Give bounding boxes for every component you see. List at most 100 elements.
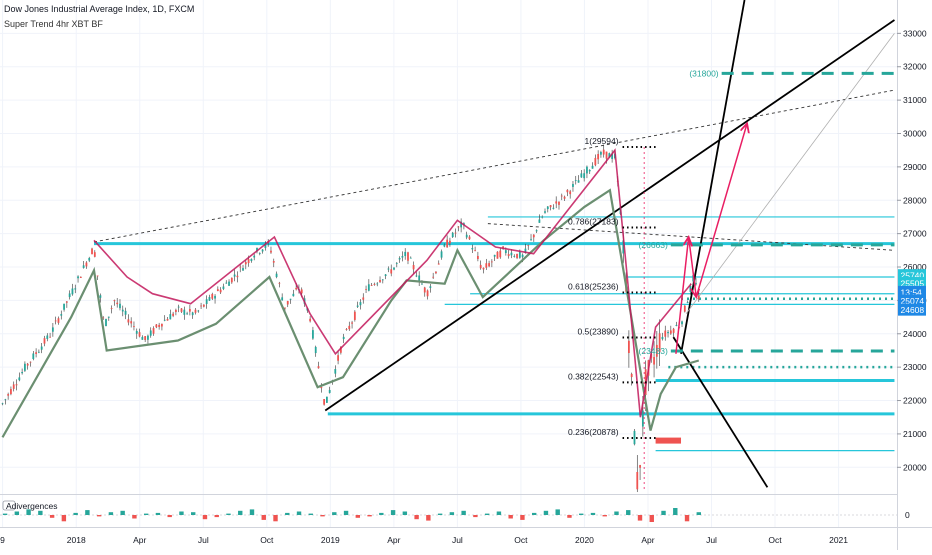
candle-body	[169, 314, 172, 320]
red-marker	[655, 437, 682, 444]
y-tick-label: 22000	[903, 396, 927, 406]
candle-body	[284, 307, 286, 309]
fib-level-label: 0.786(27183)	[568, 217, 619, 227]
y-tick-label: 20000	[903, 462, 927, 472]
divergence-bar	[426, 515, 431, 521]
divergence-bar	[379, 512, 384, 515]
candle-body	[216, 289, 219, 291]
divergence-bar	[238, 510, 243, 515]
candle-body	[202, 304, 205, 307]
candle-body	[166, 319, 169, 321]
x-tick-label: 2019	[321, 535, 340, 545]
candle-body	[110, 308, 113, 309]
projection-arrow	[695, 123, 747, 298]
divergence-bar	[308, 513, 313, 515]
candle-body	[124, 310, 127, 315]
candle-body	[320, 387, 323, 389]
candle-body	[546, 206, 549, 210]
candle-body	[289, 298, 292, 300]
candle-body	[476, 255, 479, 260]
candle-body	[138, 332, 141, 337]
candle-body	[309, 318, 312, 322]
candle-body	[655, 344, 658, 357]
candle-body	[460, 221, 463, 228]
fib-level-label: 0.236(20878)	[568, 427, 619, 437]
candle-body	[591, 165, 594, 169]
candle-body	[261, 249, 264, 252]
candle-body	[502, 246, 504, 249]
divergence-bar	[614, 511, 619, 515]
candle-body	[530, 238, 532, 240]
candle-body	[107, 316, 110, 318]
candle-body	[667, 331, 669, 334]
candle-body	[524, 248, 527, 253]
indicator-settings-icon	[2, 500, 16, 511]
trendline	[324, 19, 895, 412]
divergence-bar	[26, 509, 31, 515]
candle-body	[236, 275, 239, 278]
candle-body	[451, 232, 454, 238]
y-tick-label: 28000	[903, 195, 927, 205]
candle-body	[672, 328, 675, 333]
candle-body	[314, 346, 317, 354]
candle-body	[133, 326, 135, 327]
candle-body	[418, 275, 421, 282]
candle-body	[437, 263, 440, 265]
candle-body	[586, 166, 588, 174]
divergence-bar	[402, 511, 408, 515]
divergence-bar	[179, 511, 184, 515]
candle-body	[219, 289, 222, 293]
candle-body	[608, 153, 611, 158]
candle-body	[225, 282, 228, 284]
candle-body	[639, 465, 641, 468]
supertrend-red-line	[93, 148, 692, 418]
candle-body	[326, 396, 328, 403]
divergence-bar	[567, 515, 572, 518]
candle-body	[423, 287, 426, 293]
candle-body	[121, 309, 124, 312]
candle-body	[205, 299, 208, 304]
candle-body	[337, 355, 339, 361]
candle-body	[43, 338, 46, 344]
candle-body	[342, 336, 345, 340]
candle-body	[116, 302, 119, 305]
candle-body	[627, 340, 630, 354]
candle-body	[102, 317, 105, 319]
candle-body	[93, 252, 96, 257]
candle-body	[158, 324, 161, 327]
candle-body	[29, 361, 32, 363]
candle-body	[507, 254, 510, 257]
candle-body	[504, 250, 507, 254]
x-tick-label: Apr	[387, 535, 400, 545]
target-label: (26663)	[639, 240, 668, 250]
candle-body	[412, 264, 415, 270]
target-label: (23483)	[639, 346, 668, 356]
candle-body	[449, 240, 451, 244]
candle-body	[88, 258, 91, 261]
candle-body	[172, 313, 175, 316]
candle-body	[454, 232, 457, 234]
candle-body	[79, 276, 82, 278]
candle-body	[669, 330, 672, 334]
candle-body	[574, 180, 577, 181]
candle-body	[46, 335, 49, 339]
candle-body	[155, 324, 158, 328]
candle-body	[549, 205, 552, 208]
candle-body	[387, 268, 390, 270]
trendline	[487, 223, 895, 251]
candle-body	[653, 357, 655, 365]
divergence-bar	[249, 509, 255, 515]
divergence-bar	[226, 513, 231, 515]
candle-body	[264, 243, 267, 248]
divergence-bar	[332, 512, 337, 515]
candle-body	[82, 265, 85, 268]
candle-body	[275, 273, 278, 278]
candle-body	[496, 251, 499, 259]
x-tick-label: Apr	[133, 535, 146, 545]
divergence-bar	[285, 512, 290, 515]
candle-body	[317, 366, 320, 369]
candle-body	[490, 261, 493, 263]
candle-body	[457, 226, 460, 228]
candle-body	[63, 303, 65, 310]
